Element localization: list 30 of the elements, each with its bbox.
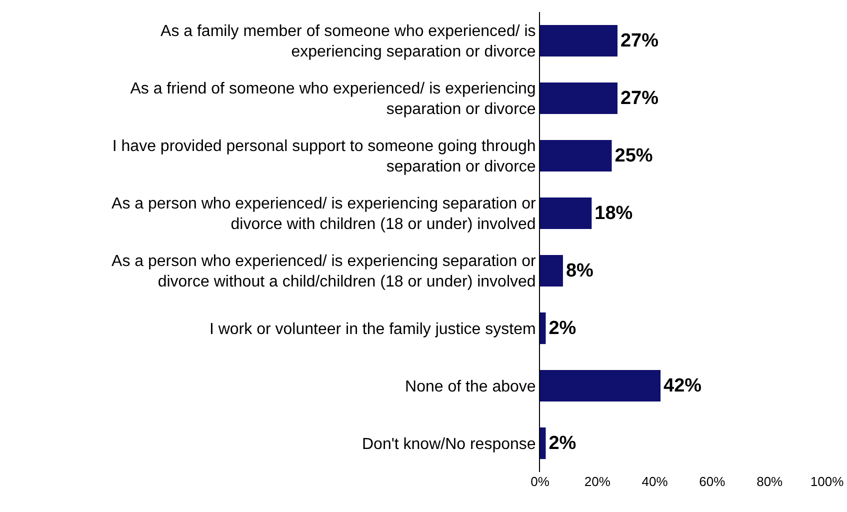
y-tick-label: None of the above: [405, 378, 536, 396]
x-tick-label: 20%: [584, 474, 611, 489]
data-label: 2%: [548, 432, 576, 454]
x-tick-label: 40%: [642, 474, 668, 489]
y-tick-label: As a friend of someone who experienced/ is experiencing separation or divorce: [130, 80, 536, 118]
data-label: 42%: [664, 375, 702, 396]
y-tick-label: As a person who experienced/ is experiencing separation or divorce with children (18 or under) involved: [112, 195, 536, 234]
data-label: 25%: [614, 145, 653, 166]
bar: [540, 82, 618, 114]
x-tick-label: 60%: [699, 474, 726, 489]
bar: [540, 140, 612, 172]
bar: [540, 427, 546, 460]
data-label: 27%: [620, 30, 659, 52]
y-tick-label: I have provided personal support to someone going through separation or divorce: [112, 138, 536, 176]
bar: [540, 370, 661, 402]
data-label: 2%: [548, 318, 576, 339]
y-tick-label: I work or volunteer in the family justice system: [209, 320, 536, 338]
y-tick-label: Don't know/No response: [362, 436, 536, 453]
bar: [540, 312, 546, 344]
bar: [540, 254, 563, 287]
data-label: 18%: [594, 202, 633, 224]
data-label: 8%: [566, 260, 594, 282]
bar: [540, 24, 618, 57]
y-tick-label: As a person who experienced/ is experiencing separation or divorce without a child/children (18 or under) involved: [112, 252, 536, 291]
data-label: 27%: [620, 88, 659, 109]
x-tick-label: 0%: [530, 474, 550, 489]
y-tick-label: As a family member of someone who experienced/ is experiencing separation or divorce: [160, 22, 536, 61]
x-tick-label: 80%: [756, 474, 784, 489]
bar: [540, 197, 592, 230]
x-tick-label: 100%: [810, 474, 844, 489]
